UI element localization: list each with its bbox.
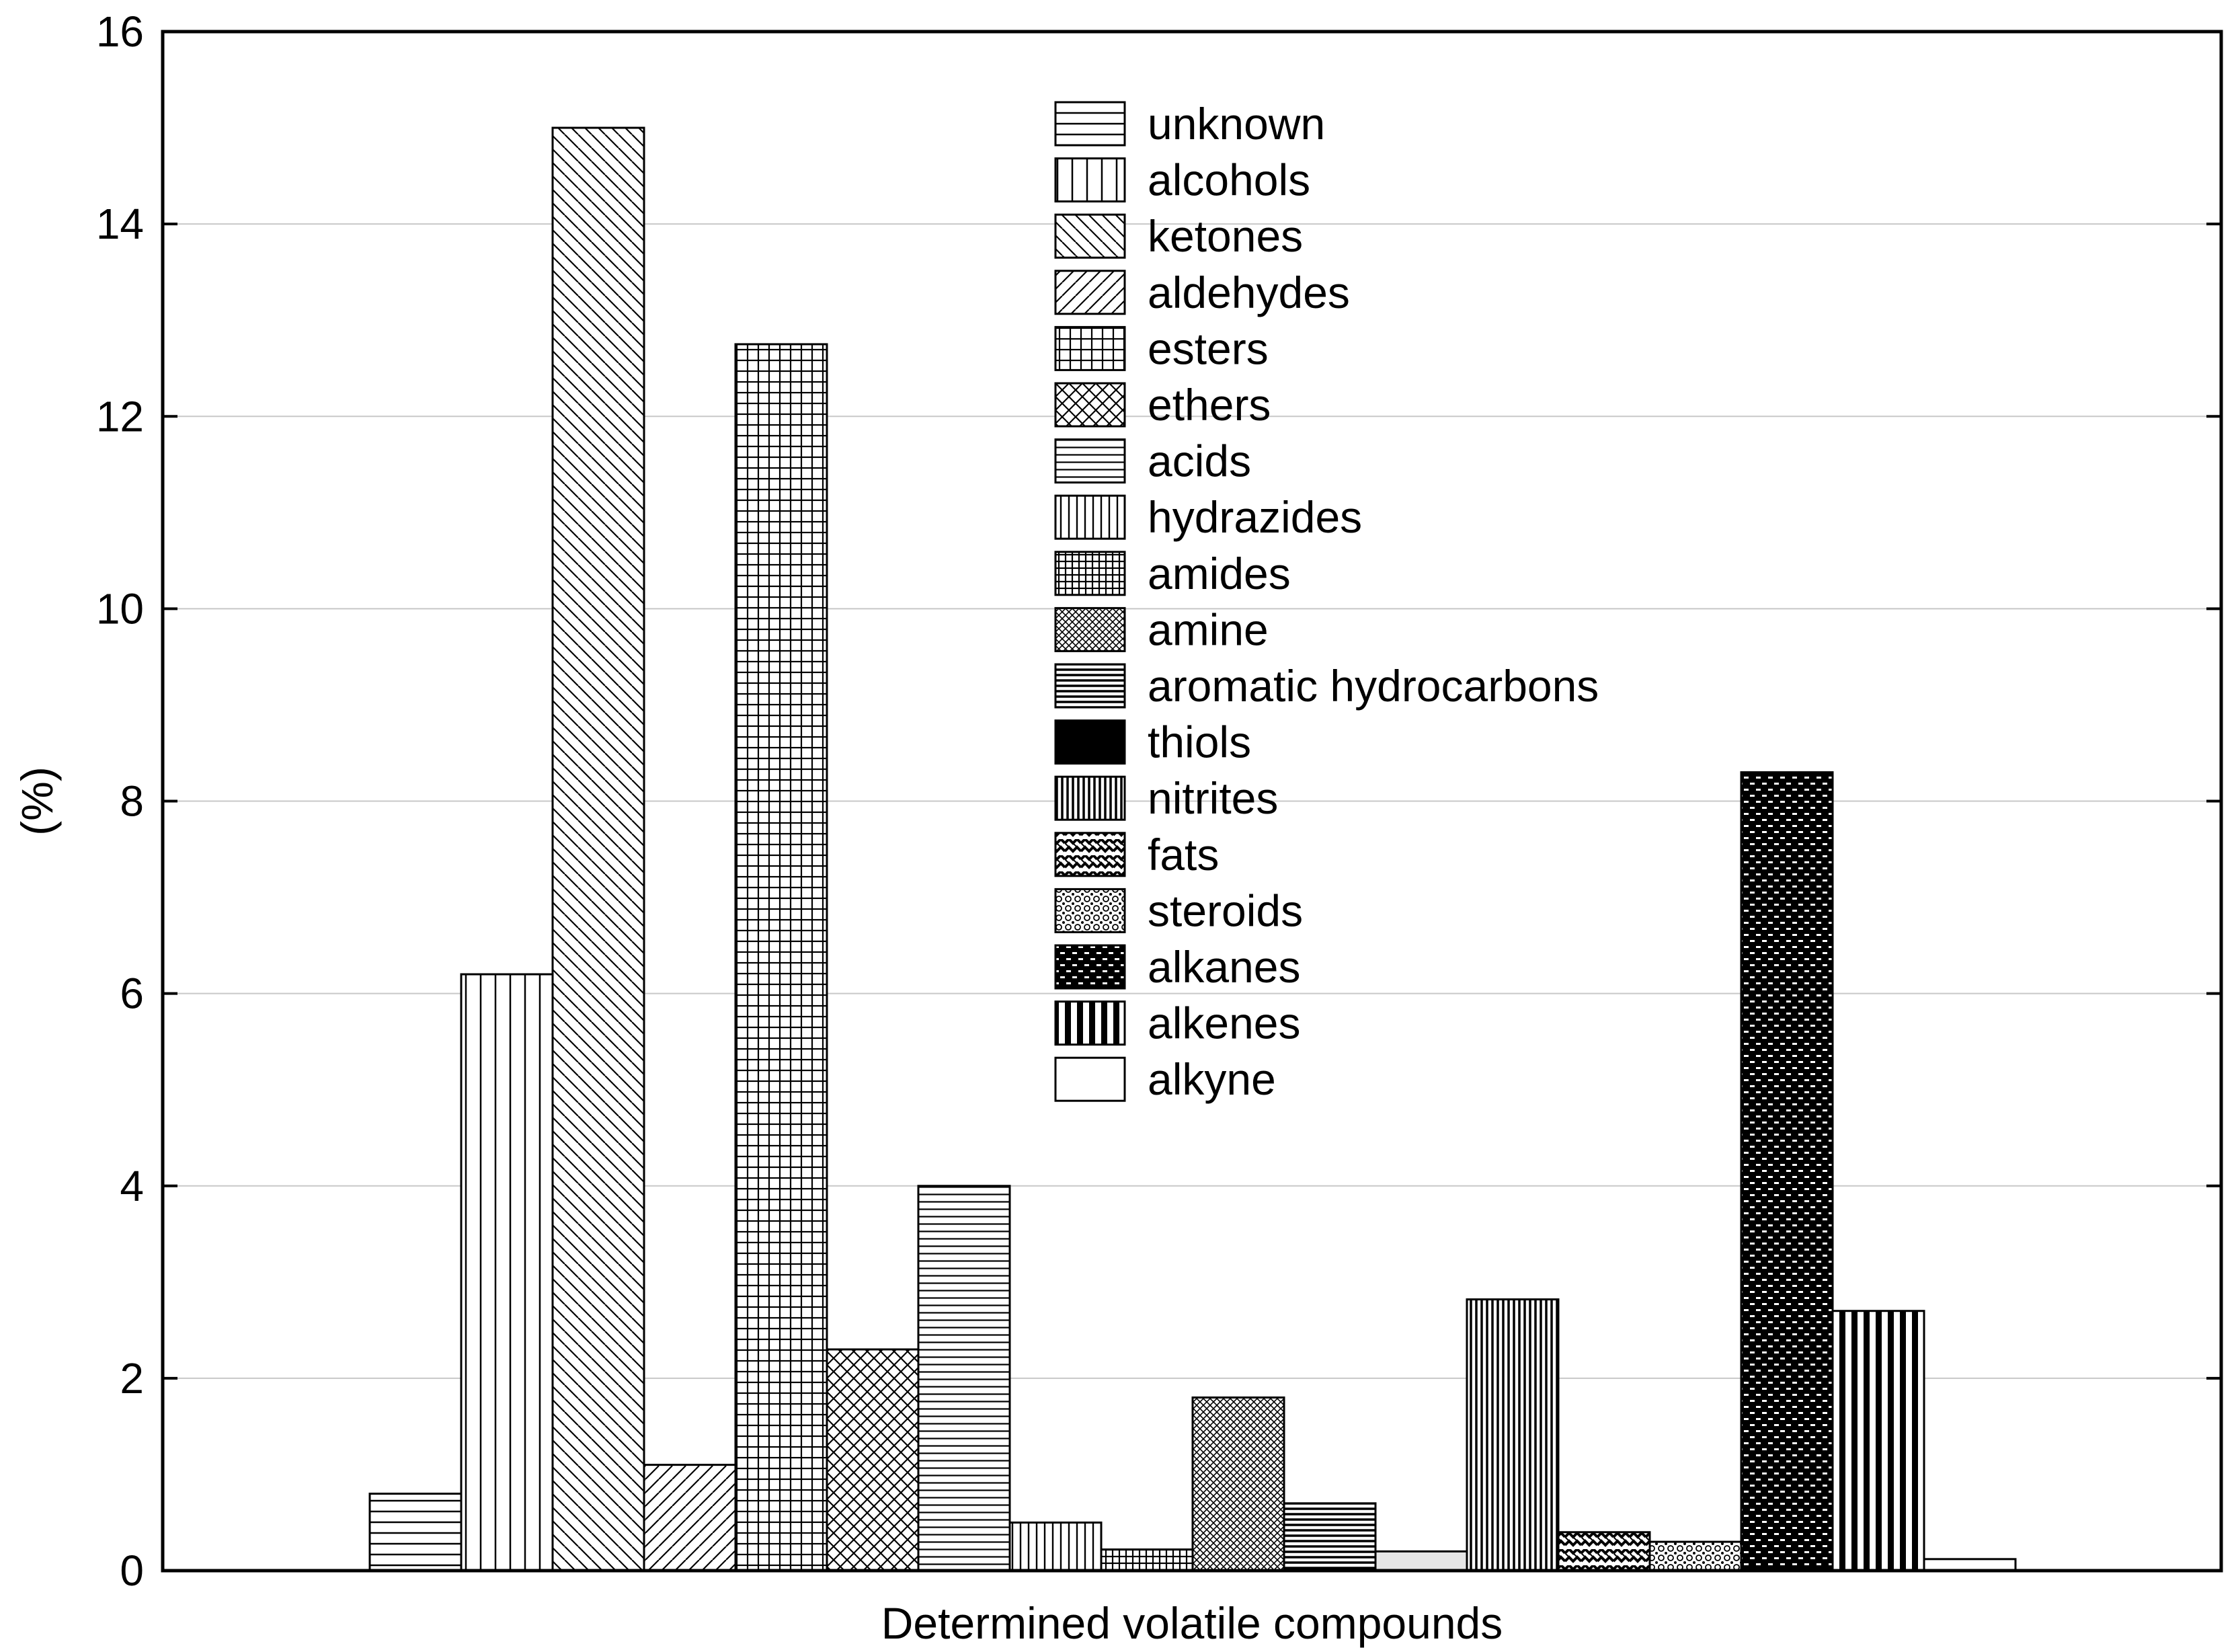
legend-swatch [1054,832,1126,877]
y-tick-label: 12 [96,392,144,440]
bar-acids [917,1185,1011,1572]
legend-label: aromatic hydrocarbons [1148,661,1599,711]
legend-swatch [1054,944,1126,990]
legend-swatch [1054,494,1126,540]
bar-unknown [368,1493,463,1572]
axes: 0 2 4 6 8 10 12 14 16 [96,7,2223,1595]
bars [368,126,2017,1572]
bar-ketones [551,126,645,1572]
y-tick-label: 0 [120,1546,144,1595]
y-tick-label: 4 [120,1162,144,1210]
legend-swatch [1054,775,1126,821]
legend-label: amides [1148,549,1291,598]
x-axis-title: Determined volatile compounds [881,1598,1503,1648]
y-tick-label: 2 [120,1354,144,1403]
bar-aldehydes [643,1464,737,1572]
bar-thiols [1374,1550,1468,1572]
legend-label: alkyne [1148,1054,1276,1104]
y-tick-label: 16 [96,7,144,56]
legend-label: aldehydes [1148,268,1350,317]
legend-swatch [1054,719,1126,765]
bar-hydrazides [1008,1521,1103,1572]
y-axis-title: (%) [12,766,62,836]
bar-esters [734,343,828,1572]
legend-swatch [1054,888,1126,933]
legend-label: ketones [1148,211,1303,261]
bar-amine [1191,1396,1285,1572]
legend-swatch [1054,1000,1126,1046]
y-tick-label: 8 [120,777,144,826]
legend-label: alkanes [1148,942,1301,992]
y-tick-label: 10 [96,584,144,633]
legend-swatch [1054,663,1126,709]
legend-swatch [1054,325,1126,371]
legend-swatch [1054,438,1126,484]
bar-alkyne [1923,1558,2017,1572]
legend-label: thiols [1148,717,1251,767]
legend-label: hydrazides [1148,492,1362,542]
bar-amides [1100,1548,1194,1572]
legend-swatch [1054,382,1126,428]
legend-label: unknown [1148,99,1325,149]
plot-frame [161,30,2223,1573]
legend-swatch [1054,157,1126,203]
bar-alcohols [460,973,554,1572]
legend-swatch [1054,551,1126,596]
bar-nitrites [1466,1298,1560,1572]
legend-label: alcohols [1148,155,1310,205]
legend-label: nitrites [1148,773,1278,823]
legend-swatch [1054,1056,1126,1102]
legend-label: fats [1148,830,1219,879]
y-tick-label: 14 [96,200,144,248]
legend: unknown alcohols ketones aldehydes esters eth… [1054,99,1599,1104]
bar-ethers [826,1348,920,1572]
bar-aromatic-hydrocarbons [1283,1502,1377,1572]
legend-label: acids [1148,436,1251,486]
bar-alkenes [1831,1310,1925,1572]
legend-swatch [1054,213,1126,259]
legend-label: esters [1148,323,1269,373]
legend-swatch [1054,606,1126,652]
legend-label: steroids [1148,886,1303,935]
legend-label: alkenes [1148,998,1301,1048]
bar-alkanes [1740,771,1834,1572]
y-tick-label: 6 [120,970,144,1018]
bar-steroids [1648,1540,1743,1572]
legend-label: amine [1148,604,1269,654]
bar-fats [1557,1531,1651,1572]
legend-label: ethers [1148,380,1271,430]
legend-swatch [1054,101,1126,147]
legend-swatch [1054,270,1126,315]
